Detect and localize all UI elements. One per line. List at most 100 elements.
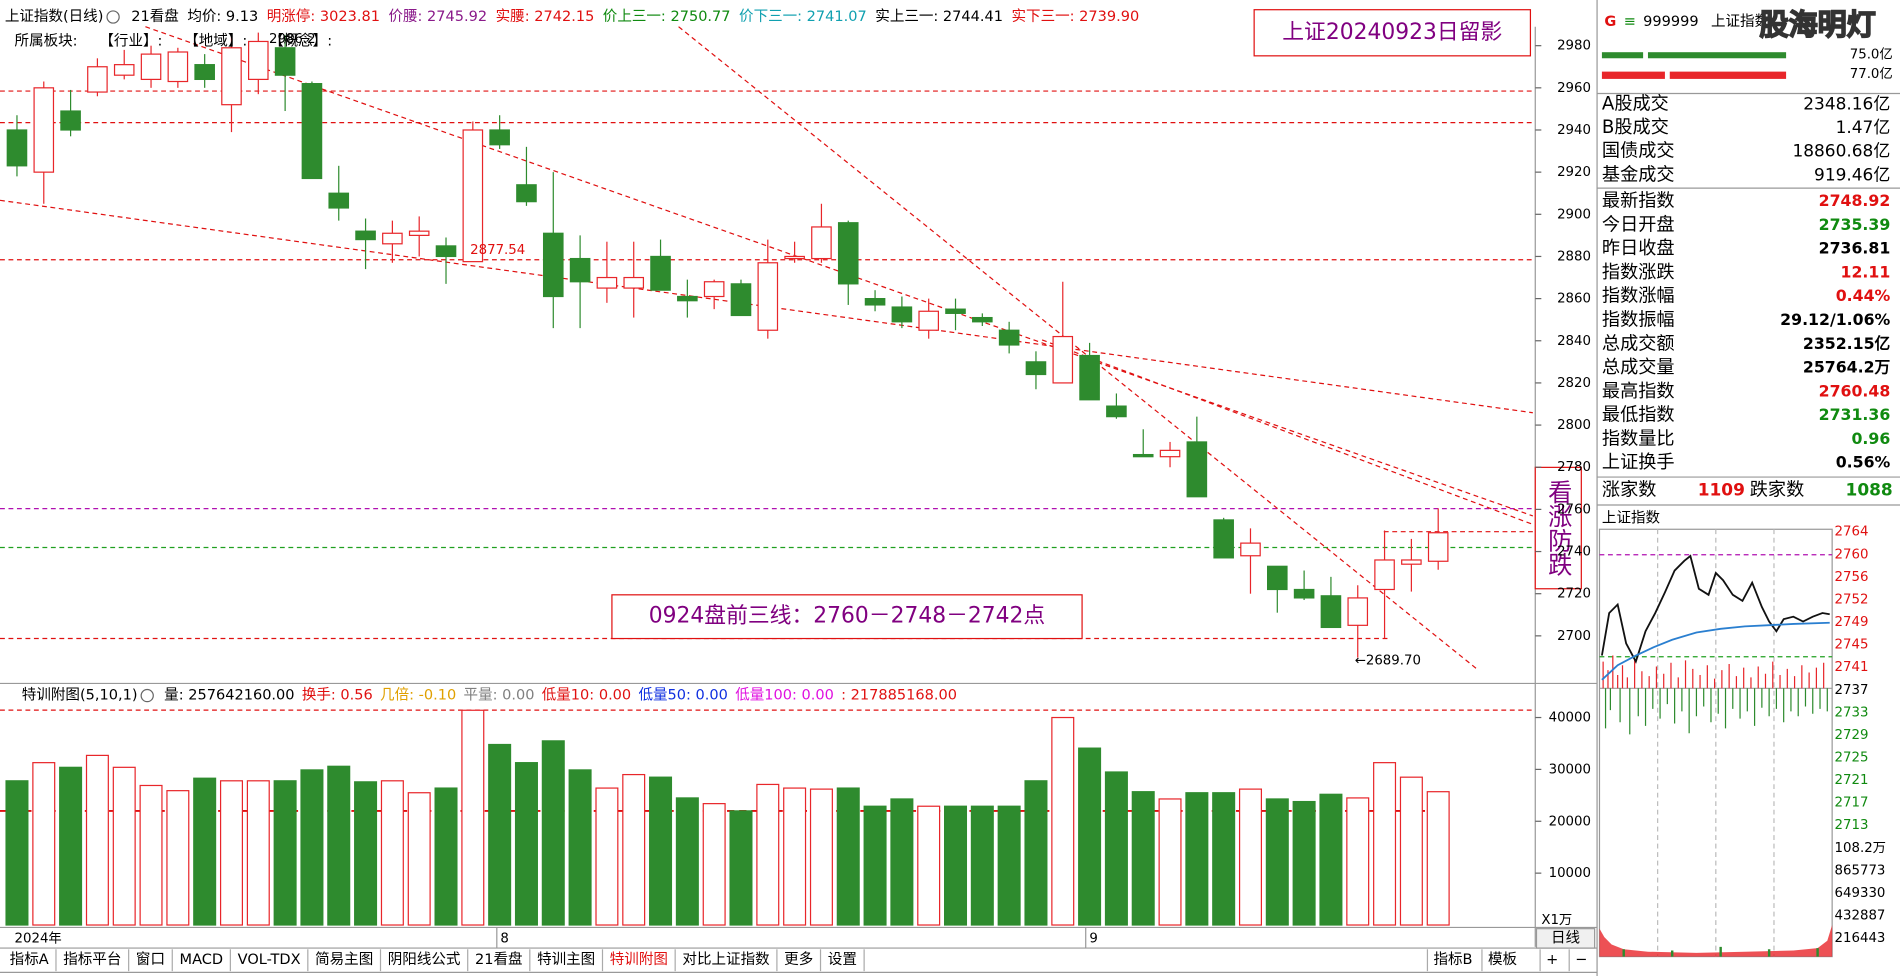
mini-tick-label: 2729 [1835,728,1869,743]
volume-bar [514,762,538,926]
stock-code: 999999 [1643,13,1698,30]
sector-label: 【概念】: [269,31,332,49]
row-value: 0.96 [1851,429,1890,448]
candle-body [221,47,242,106]
sell-label: 77.0亿 [1850,66,1893,82]
volume-header-item: 几倍: -0.10 [380,687,456,704]
tab[interactable]: 指标A [10,951,49,968]
candle-body [569,257,591,283]
quote-panel: G ≡ 999999 上证指数 股海明灯 75.0亿 77.0亿 涨家数 110… [1597,7,1900,958]
tab[interactable]: VOL-TDX [238,951,301,968]
mini-price-line [1601,554,1830,664]
volume-bar [863,805,887,926]
breadth-label: 跌家数 [1750,479,1805,500]
row-value: 18860.68亿 [1792,142,1890,162]
candle-body [328,192,350,209]
header-item: 均价: 9.13 [187,8,258,25]
y-tick-label: 2740 [1557,545,1591,560]
tab[interactable]: 指标平台 [63,951,121,968]
mini-tick-label: 2737 [1835,683,1869,698]
candle-body [167,51,189,83]
volume-bar [1346,797,1370,926]
candle-body [516,184,537,203]
tab[interactable]: 设置 [828,951,857,968]
row-label: 指数涨幅 [1602,286,1675,307]
mini-tick-label: 2745 [1835,638,1869,653]
period-box[interactable] [1535,928,1596,949]
y-tick-label: 2820 [1557,376,1591,391]
tab[interactable]: 简易主图 [315,951,373,968]
volume-bar [944,805,968,926]
candle-body [945,308,966,314]
candle-body [87,66,108,93]
menu-icon[interactable]: ≡ [1624,13,1636,30]
volume-header-item: 低量50: 0.00 [638,687,727,704]
mini-tick-label: 2733 [1835,705,1869,720]
y-tick-label: 2940 [1557,123,1591,138]
tab[interactable]: 特训主图 [537,951,595,968]
volume-bar [1238,788,1262,926]
volume-bar [32,762,56,926]
volume-bar [1051,716,1075,926]
trend-line [1041,339,1534,525]
volume-bar [970,805,994,926]
breadth-value: 1088 [1846,480,1893,500]
y-tick-label: 2860 [1557,292,1591,307]
volume-bar [1185,792,1209,926]
mini-tick-label: 216443 [1835,931,1886,946]
volume-header: 特训附图(5,10,1) 量: 257642160.00 换手: 0.56 几倍: -… [22,687,957,704]
candle-body [784,255,805,260]
volume-header-item: : 217885168.00 [841,687,957,704]
y-tick-label: 2960 [1557,81,1591,96]
volume-bar [1426,791,1450,926]
candle-body [6,129,28,167]
candle-body [408,230,430,236]
mini-tick-label: 2756 [1835,570,1869,585]
y-tick-label: 30000 [1549,762,1591,777]
tab[interactable]: 阴阳线公式 [388,951,461,968]
annotation-lines: 0924盘前三线：2760－2748－2742点 [649,604,1045,629]
tab[interactable]: − [1575,951,1587,968]
candle-body [1427,532,1449,562]
tab[interactable]: 21看盘 [475,950,523,968]
volume-bar [809,788,833,926]
volume-bars [5,709,1450,926]
breadth-label: 涨家数 [1602,479,1657,500]
candle-body [623,276,645,289]
watermark: 股海明灯 [1759,8,1875,42]
candle-body [891,306,913,323]
buy-bar [1647,52,1787,59]
tab[interactable]: MACD [180,951,224,968]
candle-body [1213,519,1234,559]
volume-bar [541,740,565,926]
y-tick-label: 10000 [1549,866,1591,881]
tab[interactable]: 更多 [784,951,813,968]
stock-name: 上证指数 [1711,13,1770,30]
y-tick-label: 2780 [1557,460,1591,475]
tab[interactable]: + [1546,951,1558,968]
x-tick-label: 9 [1089,931,1097,946]
header-item: 价腰: 2745.92 [388,8,487,25]
mini-tick-label: 2749 [1835,615,1869,630]
tab[interactable]: 模板 [1488,950,1518,968]
tab[interactable]: 特训附图 [610,951,668,968]
volume-bar [488,743,512,926]
tab-bar: 指标A 指标平台 窗口 MACD VOL-TDX 简易主图 阴阳线公式 21看盘 特训主图 特训附… [10,949,1587,972]
volume-bar [568,769,592,926]
x-tick-label: 2024年 [15,930,62,946]
row-value: 2736.81 [1819,239,1891,258]
header-item: 价下三一: 2741.07 [739,8,867,25]
volume-bar [273,780,297,926]
candle-body [918,310,939,331]
mini-tick-label: 432887 [1835,909,1886,924]
tab[interactable]: 窗口 [136,950,165,968]
candle-body [301,83,323,180]
volume-bar [434,787,458,926]
tab[interactable]: 对比上证指数 [682,951,770,968]
volume-bar [836,787,860,926]
tab[interactable]: 指标B [1433,951,1472,968]
period-label[interactable]: 日线 [1551,929,1580,946]
annotation-box [1534,466,1582,590]
volume-bar [300,769,324,926]
header-item: 实腰: 2742.15 [496,8,595,25]
